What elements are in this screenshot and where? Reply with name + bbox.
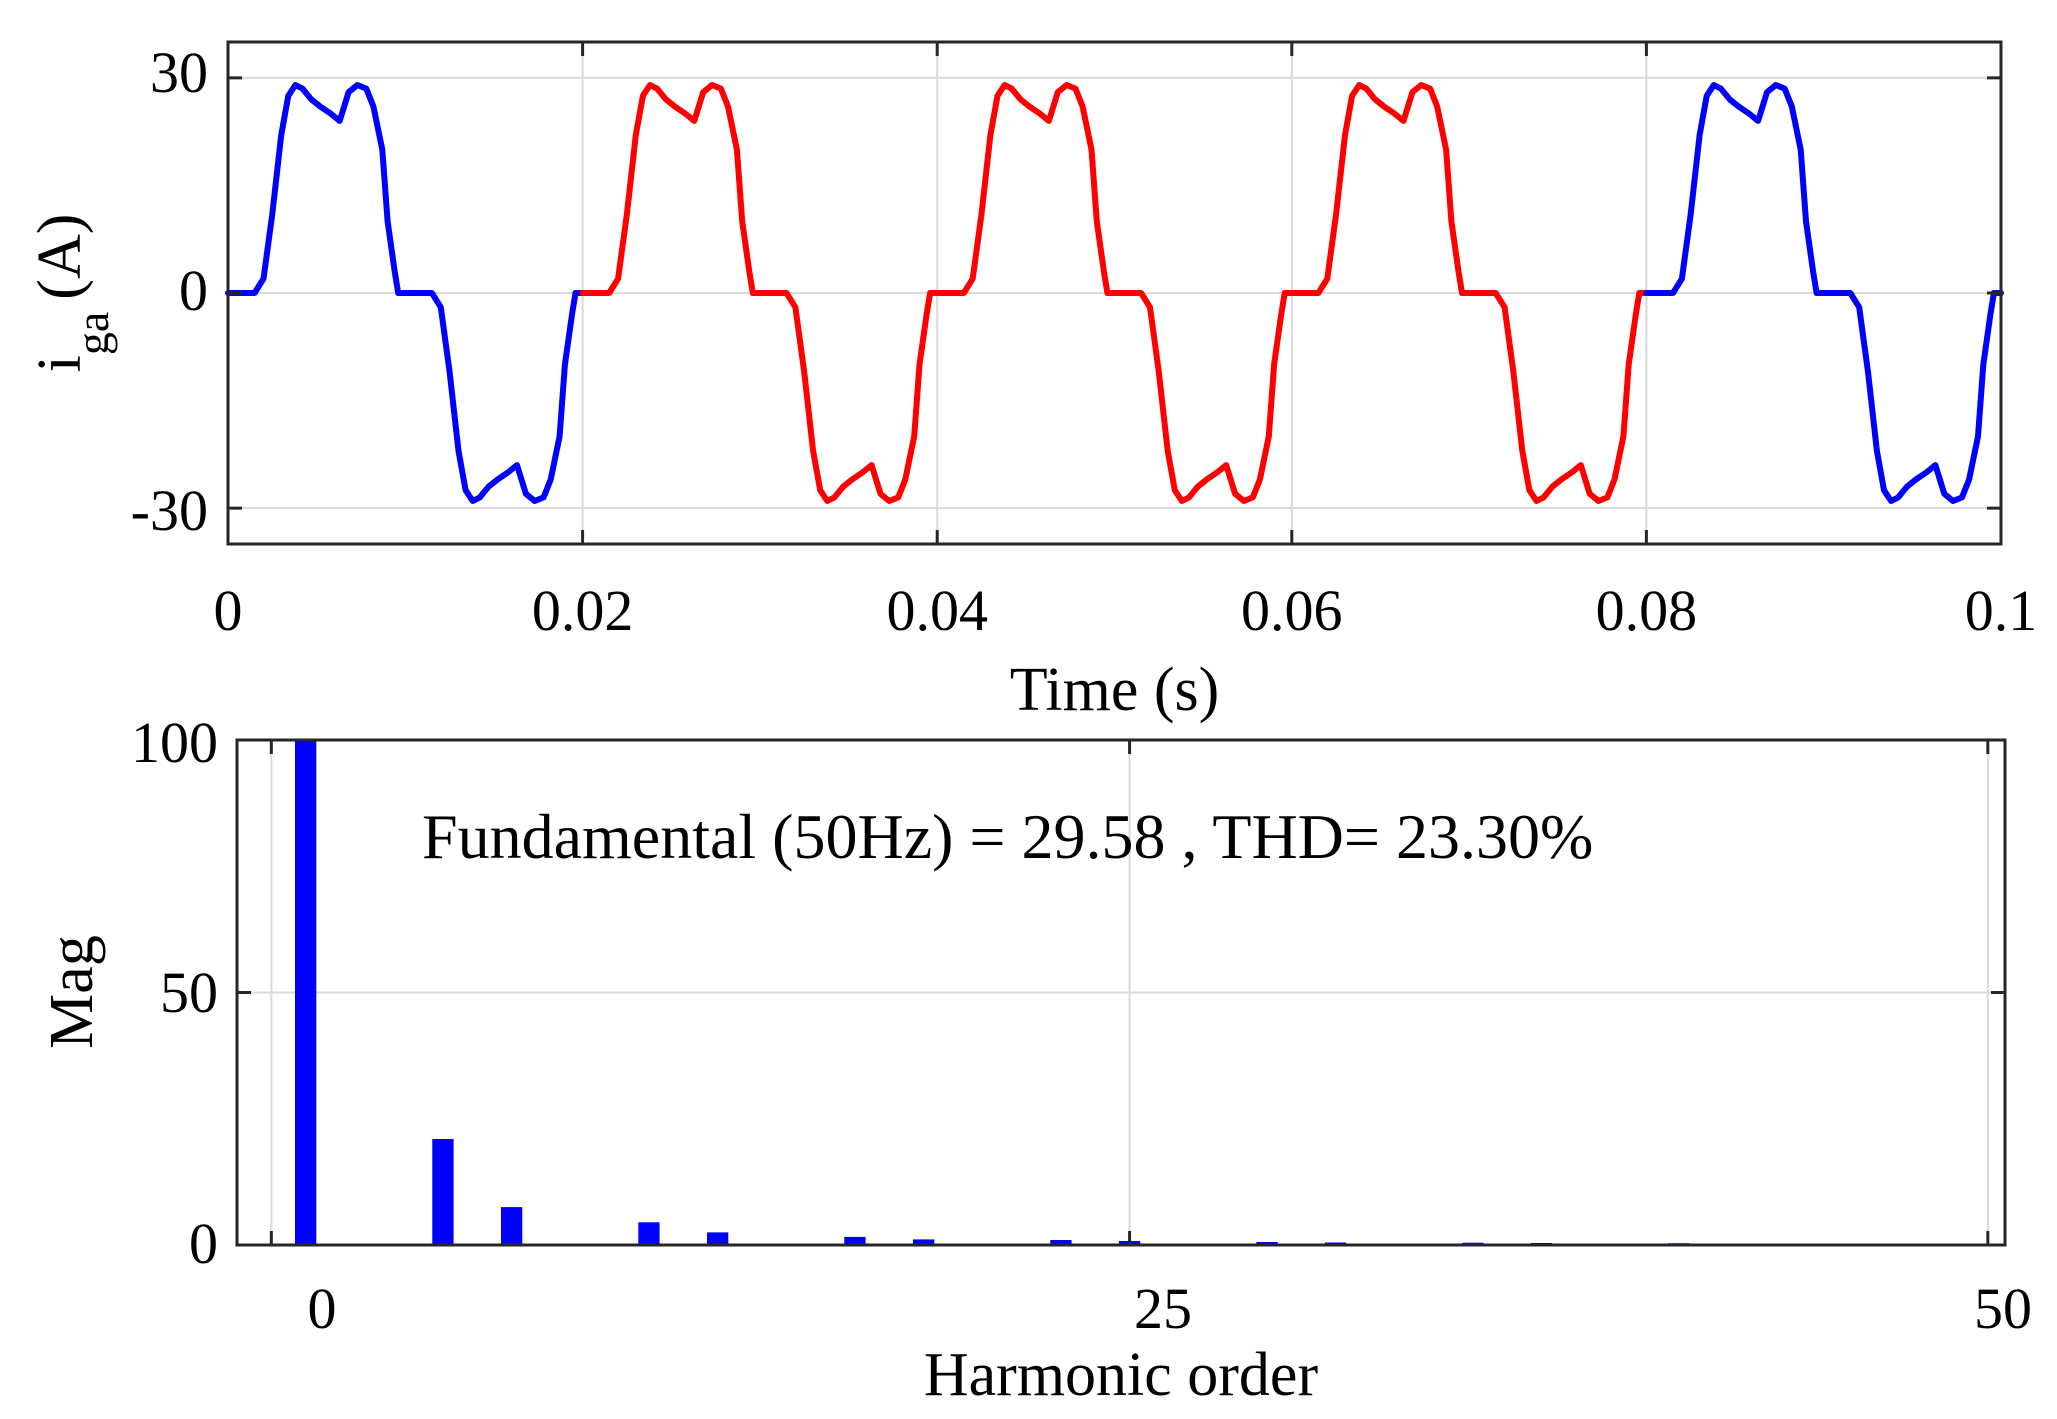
current-series-line	[225, 82, 586, 504]
harmonic-bar	[295, 740, 317, 1245]
ytick-label: 0	[189, 1211, 218, 1276]
spectrum-plot-xlabel: Harmonic order	[924, 1341, 1319, 1409]
current-series-line	[934, 82, 1295, 504]
xtick-label: 0	[308, 1276, 337, 1341]
thd-annotation: Fundamental (50Hz) = 29.58 , THD= 23.30%	[422, 801, 1593, 872]
current-waveform-plot: 30 0 -30 0 0.02 0.04 0.06 0.08 0.1 Time …	[26, 40, 2037, 724]
xtick-label: 50	[1974, 1276, 2032, 1341]
harmonic-bar	[844, 1236, 866, 1245]
current-series-line	[579, 82, 941, 504]
xtick-label: 0	[214, 578, 243, 643]
harmonic-bar	[638, 1222, 660, 1245]
current-series-line	[1643, 82, 2004, 504]
harmonic-bar	[501, 1207, 523, 1245]
xtick-label: 0.06	[1241, 578, 1343, 643]
xtick-label: 0.02	[532, 578, 634, 643]
spectrum-plot-ticks	[237, 738, 2005, 1247]
xtick-label: 0.04	[886, 578, 988, 643]
xtick-label: 0.1	[1965, 578, 2038, 643]
harmonic-bar	[913, 1239, 935, 1245]
ytick-label: -30	[131, 478, 208, 543]
xtick-label: 0.08	[1596, 578, 1698, 643]
harmonic-spectrum-plot: 100 50 0 0 25 50 Harmonic order Mag Fund…	[38, 710, 2032, 1409]
xtick-label: 25	[1134, 1276, 1192, 1341]
harmonic-bar	[707, 1232, 729, 1245]
ytick-label: 0	[179, 258, 208, 323]
current-series-line	[1288, 82, 1650, 504]
ytick-label: 50	[160, 960, 218, 1025]
current-plot-xlabel: Time (s)	[1010, 656, 1220, 724]
ytick-label: 100	[131, 710, 218, 775]
ylabel-symbol: i	[26, 355, 94, 372]
ylabel-unit: (A)	[26, 214, 94, 300]
ylabel-subscript: ga	[67, 312, 118, 355]
harmonic-bar	[1050, 1240, 1072, 1245]
spectrum-plot-bars	[295, 740, 1965, 1246]
ytick-label: 30	[150, 40, 208, 105]
current-plot-ticks	[226, 42, 2003, 544]
current-plot-ylabel: iga (A)	[26, 214, 118, 373]
spectrum-plot-ylabel: Mag	[38, 935, 106, 1049]
harmonic-bar	[432, 1139, 454, 1245]
current-plot-series	[225, 82, 2004, 504]
